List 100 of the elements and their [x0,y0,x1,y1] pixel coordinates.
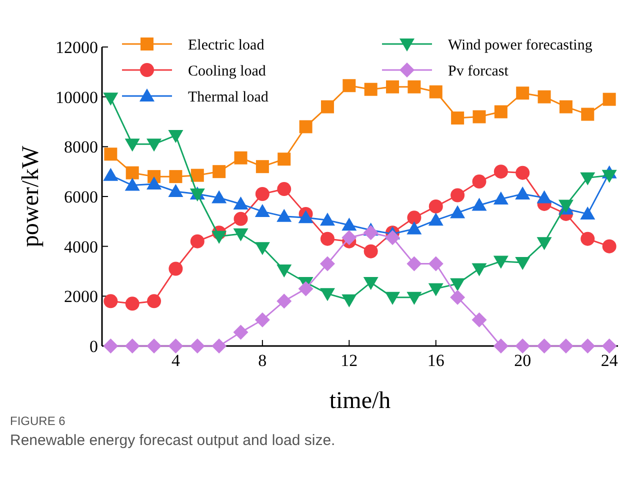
x-tick-label: 12 [340,351,358,370]
x-tick-label: 20 [514,351,532,370]
point [406,256,422,272]
point [125,296,140,311]
y-tick-label: 8000 [64,138,98,157]
legend-label: Electric load [188,37,265,54]
point [450,205,466,218]
point [298,210,314,224]
point [516,86,530,100]
point [146,176,162,190]
point [299,120,312,134]
point [493,256,508,269]
point [451,112,464,125]
point [190,338,205,354]
x-tick-label: 24 [600,351,618,370]
x-tick-label: 8 [258,351,267,370]
point [320,256,335,272]
point [276,294,292,309]
point [428,212,444,226]
point [536,237,552,250]
point [233,228,248,242]
y-tick-label: 4000 [64,237,98,256]
point [364,82,378,96]
point [472,110,486,124]
point [407,210,422,225]
point [428,283,444,296]
point [234,212,248,226]
point [277,182,292,196]
point [493,191,508,204]
point [515,186,530,200]
point [342,79,356,92]
point [602,92,616,106]
point [212,230,227,244]
point [581,108,594,121]
point [320,212,335,226]
point [103,168,118,181]
point [124,138,140,152]
y-axis-title: power/kW [18,146,44,248]
point [320,288,335,302]
point [406,221,422,234]
point [168,262,183,276]
point [363,276,378,290]
point [212,338,227,354]
point [190,168,204,182]
point [493,338,508,354]
point [515,338,530,354]
point [559,100,572,114]
point [364,244,378,258]
point [342,218,357,231]
point [298,281,314,296]
legend-label: Wind power forecasting [448,37,593,54]
legend-label: Pv forcast [448,63,510,80]
point [190,234,204,248]
y-tick-label: 12000 [56,38,98,57]
point [494,105,508,118]
point [516,166,530,180]
point [146,338,162,354]
point [558,338,574,354]
point [255,187,270,202]
point [494,164,508,179]
point [146,138,162,152]
point [124,178,140,191]
y-tick-label: 2000 [64,287,98,306]
point [342,294,357,308]
point [342,230,357,246]
point [320,100,334,114]
point [233,196,248,210]
point [104,148,118,161]
point [124,338,140,354]
point [212,165,226,178]
point [408,80,421,94]
point [580,232,595,246]
point [168,130,184,143]
point [147,294,162,308]
point [126,166,139,180]
point [233,324,248,340]
point [450,188,465,202]
point [428,256,444,272]
point [363,225,378,240]
point [104,294,118,308]
legend-label: Cooling load [188,63,266,80]
point [385,292,400,305]
point [515,257,530,270]
x-tick-label: 4 [171,351,180,370]
point [406,292,422,305]
y-tick-label: 10000 [56,88,98,107]
point [385,230,400,246]
point [429,85,442,98]
point [602,170,617,183]
point [472,312,487,328]
y-tick-label: 0 [90,336,98,356]
point [602,338,617,354]
x-tick-label: 16 [427,351,444,370]
point [276,264,292,278]
point [168,338,184,354]
point [276,208,292,222]
point [103,92,118,106]
point [472,198,487,211]
point [169,170,182,184]
x-axis-title: time/h [329,388,391,414]
